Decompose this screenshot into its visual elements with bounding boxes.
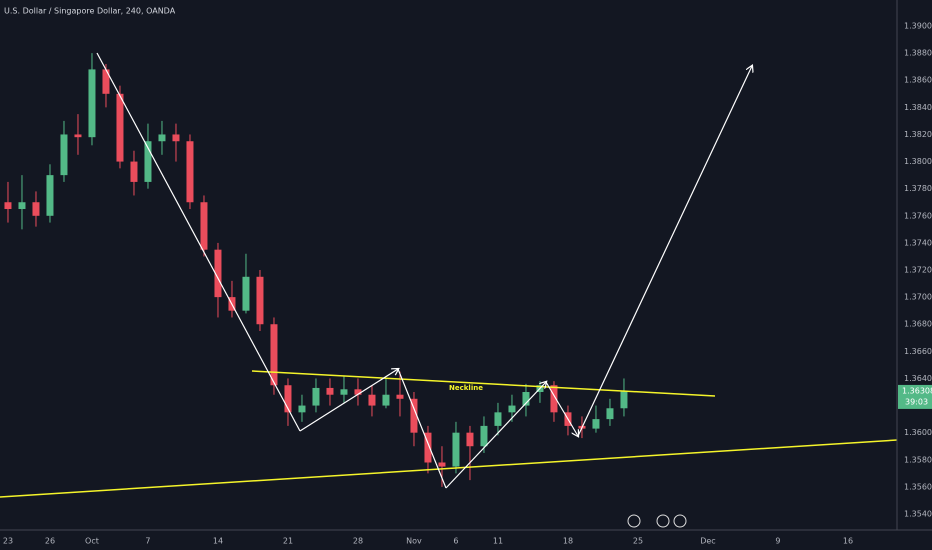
x-tick-label: Dec (700, 537, 715, 546)
candle-body (32, 202, 40, 216)
candle-body (256, 276, 264, 325)
candle-body (158, 134, 166, 142)
y-tick-label: 1.35800 (904, 455, 932, 464)
y-tick-label: 1.39000 (904, 22, 932, 31)
candle-body (550, 385, 558, 413)
axes: 1.354001.356001.358001.360001.362001.364… (3, 22, 932, 546)
event-icons (627, 514, 687, 528)
candle-body (606, 408, 614, 420)
y-tick-label: 1.36400 (904, 374, 932, 383)
candle-body (284, 385, 292, 413)
plot (4, 53, 628, 487)
candle-body (130, 161, 138, 182)
neckline (251, 370, 716, 397)
candle-body (382, 394, 390, 406)
x-tick-label: 18 (563, 537, 573, 546)
path-arrow (577, 66, 752, 437)
x-tick-label: 11 (493, 537, 503, 546)
path-arrow (445, 382, 546, 489)
event-icon[interactable] (673, 514, 687, 528)
x-tick-label: 14 (213, 537, 223, 546)
event-icon[interactable] (627, 514, 641, 528)
candle-body (172, 134, 180, 142)
event-icon[interactable] (656, 514, 670, 528)
candle-body (368, 394, 376, 406)
x-tick-label: 23 (3, 537, 13, 546)
x-tick-label: 26 (45, 537, 55, 546)
candle-body (46, 175, 54, 216)
candle-body (312, 387, 320, 406)
candle-body (270, 324, 278, 386)
price-axis (897, 0, 932, 550)
y-tick-label: 1.37400 (904, 238, 932, 247)
candle-body (620, 390, 628, 409)
x-tick-label: 7 (145, 537, 150, 546)
x-tick-label: 6 (453, 537, 458, 546)
last-price: 1.36308 (902, 386, 932, 395)
x-tick-label: Nov (406, 537, 422, 546)
path-arrow (545, 381, 578, 436)
candle-body (452, 432, 460, 467)
y-tick-label: 1.37000 (904, 293, 932, 302)
candle-body (522, 392, 530, 406)
candle-body (242, 276, 250, 311)
candle-body (298, 405, 306, 413)
candle-body (186, 141, 194, 203)
y-tick-label: 1.37800 (904, 184, 932, 193)
y-tick-label: 1.38400 (904, 103, 932, 112)
x-tick-label: 28 (353, 537, 363, 546)
candle-body (102, 69, 110, 94)
x-tick-label: 25 (633, 537, 643, 546)
candle-body (60, 134, 68, 176)
path-line (96, 52, 301, 432)
candle-body (326, 387, 334, 395)
y-tick-label: 1.35400 (904, 510, 932, 519)
price-label-box (898, 384, 932, 409)
y-tick-label: 1.36600 (904, 347, 932, 356)
candle-body (18, 202, 26, 210)
countdown: 39:03 (905, 397, 928, 406)
y-tick-label: 1.37200 (904, 266, 932, 275)
candle-body (144, 141, 152, 182)
y-tick-label: 1.38000 (904, 157, 932, 166)
candle-body (494, 412, 502, 426)
candle-body (200, 202, 208, 250)
annotation: Neckline (449, 384, 483, 392)
candle-body (466, 432, 474, 447)
time-axis (0, 530, 932, 550)
candle-body (74, 134, 82, 138)
x-tick-label: Oct (85, 537, 99, 546)
x-tick-label: 9 (775, 537, 780, 546)
candle-body (88, 69, 96, 138)
chart-title: U.S. Dollar / Singapore Dollar, 240, OAN… (4, 7, 176, 16)
y-tick-label: 1.38800 (904, 49, 932, 58)
y-tick-label: 1.38600 (904, 76, 932, 85)
candle-body (592, 419, 600, 429)
drawings (0, 52, 898, 498)
path-arrow (299, 369, 398, 432)
y-tick-label: 1.38200 (904, 130, 932, 139)
y-tick-label: 1.35600 (904, 482, 932, 491)
candle-body (480, 425, 488, 447)
candle-body (4, 202, 12, 210)
candle-body (340, 389, 348, 395)
y-tick-label: 1.36800 (904, 320, 932, 329)
candle-body (214, 249, 222, 298)
candle-body (410, 398, 418, 433)
y-tick-label: 1.36000 (904, 428, 932, 437)
x-tick-label: 16 (843, 537, 853, 546)
candle-body (508, 405, 516, 413)
candle-body (424, 432, 432, 463)
candle-body (116, 93, 124, 162)
support-line (0, 439, 898, 498)
candle-body (438, 462, 446, 467)
x-tick-label: 21 (283, 537, 293, 546)
candle-body (354, 389, 362, 395)
path-line (397, 368, 447, 489)
candle-body (396, 394, 404, 399)
y-tick-label: 1.37600 (904, 211, 932, 220)
